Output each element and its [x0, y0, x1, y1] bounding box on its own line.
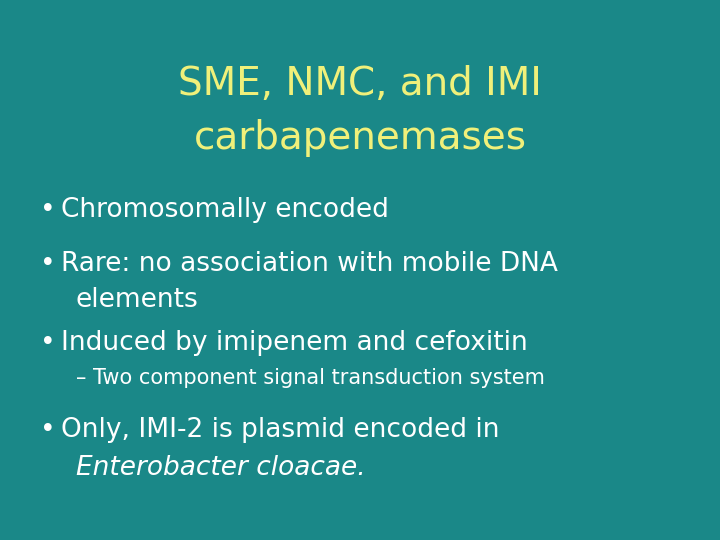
Text: SME, NMC, and IMI: SME, NMC, and IMI: [178, 65, 542, 103]
Text: carbapenemases: carbapenemases: [194, 119, 526, 157]
Text: – Two component signal transduction system: – Two component signal transduction syst…: [76, 368, 544, 388]
Text: •: •: [40, 330, 55, 356]
Text: Only, IMI-2 is plasmid encoded in: Only, IMI-2 is plasmid encoded in: [61, 417, 500, 443]
Text: Rare: no association with mobile DNA: Rare: no association with mobile DNA: [61, 251, 558, 277]
Text: •: •: [40, 197, 55, 223]
Text: Chromosomally encoded: Chromosomally encoded: [61, 197, 389, 223]
Text: Enterobacter cloacae.: Enterobacter cloacae.: [76, 455, 365, 481]
Text: •: •: [40, 417, 55, 443]
Text: •: •: [40, 251, 55, 277]
Text: elements: elements: [76, 287, 198, 313]
Text: Induced by imipenem and cefoxitin: Induced by imipenem and cefoxitin: [61, 330, 528, 356]
